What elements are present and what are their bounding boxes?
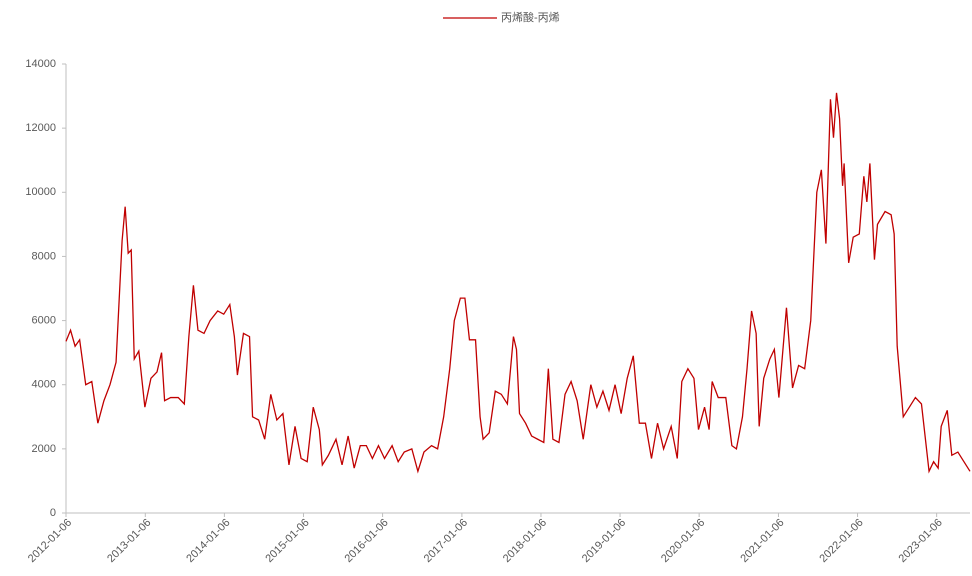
x-tick-label: 2016-01-06 <box>342 517 390 565</box>
legend-label: 丙烯酸-丙烯 <box>501 10 560 24</box>
y-tick-label: 2000 <box>32 443 56 455</box>
x-tick-label: 2023-01-06 <box>897 517 945 565</box>
x-tick-label: 2020-01-06 <box>659 517 707 565</box>
y-tick-label: 0 <box>50 507 56 519</box>
x-tick-label: 2014-01-06 <box>184 517 232 565</box>
x-tick-label: 2013-01-06 <box>105 517 153 565</box>
y-tick-label: 8000 <box>32 250 56 262</box>
y-tick-label: 10000 <box>25 186 56 198</box>
y-tick-label: 12000 <box>25 122 56 134</box>
x-tick-label: 2018-01-06 <box>501 517 549 565</box>
x-tick-label: 2022-01-06 <box>817 517 865 565</box>
y-tick-label: 6000 <box>32 314 56 326</box>
y-tick-label: 14000 <box>25 58 56 70</box>
x-tick-label: 2019-01-06 <box>580 517 628 565</box>
x-tick-label: 2015-01-06 <box>263 517 311 565</box>
y-tick-label: 4000 <box>32 379 56 391</box>
x-tick-label: 2012-01-06 <box>26 517 74 565</box>
x-tick-label: 2021-01-06 <box>738 517 786 565</box>
line-series <box>65 92 971 474</box>
x-tick-label: 2017-01-06 <box>422 517 470 565</box>
